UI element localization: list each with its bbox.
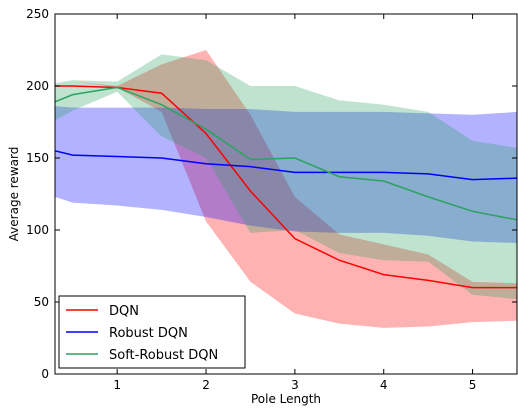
- x-tick-label: 5: [469, 378, 477, 392]
- legend-label-dqn: DQN: [109, 304, 139, 319]
- y-tick-label: 200: [26, 79, 49, 93]
- legend: DQN Robust DQN Soft-Robust DQN: [59, 296, 245, 368]
- y-tick-label: 0: [41, 367, 49, 381]
- legend-label-robust-dqn: Robust DQN: [109, 326, 188, 341]
- y-tick-label: 150: [26, 151, 49, 165]
- x-tick-label: 1: [113, 378, 121, 392]
- confidence-bands: [55, 50, 517, 328]
- x-tick-label: 2: [202, 378, 210, 392]
- x-tick-label: 4: [380, 378, 388, 392]
- y-tick-label: 250: [26, 7, 49, 21]
- legend-label-soft-robust-dqn: Soft-Robust DQN: [109, 348, 218, 363]
- y-tick-label: 100: [26, 223, 49, 237]
- y-tick-label: 50: [34, 295, 49, 309]
- y-axis-label: Average reward: [7, 147, 21, 242]
- x-tick-label: 3: [291, 378, 299, 392]
- x-axis-label: Pole Length: [251, 392, 321, 406]
